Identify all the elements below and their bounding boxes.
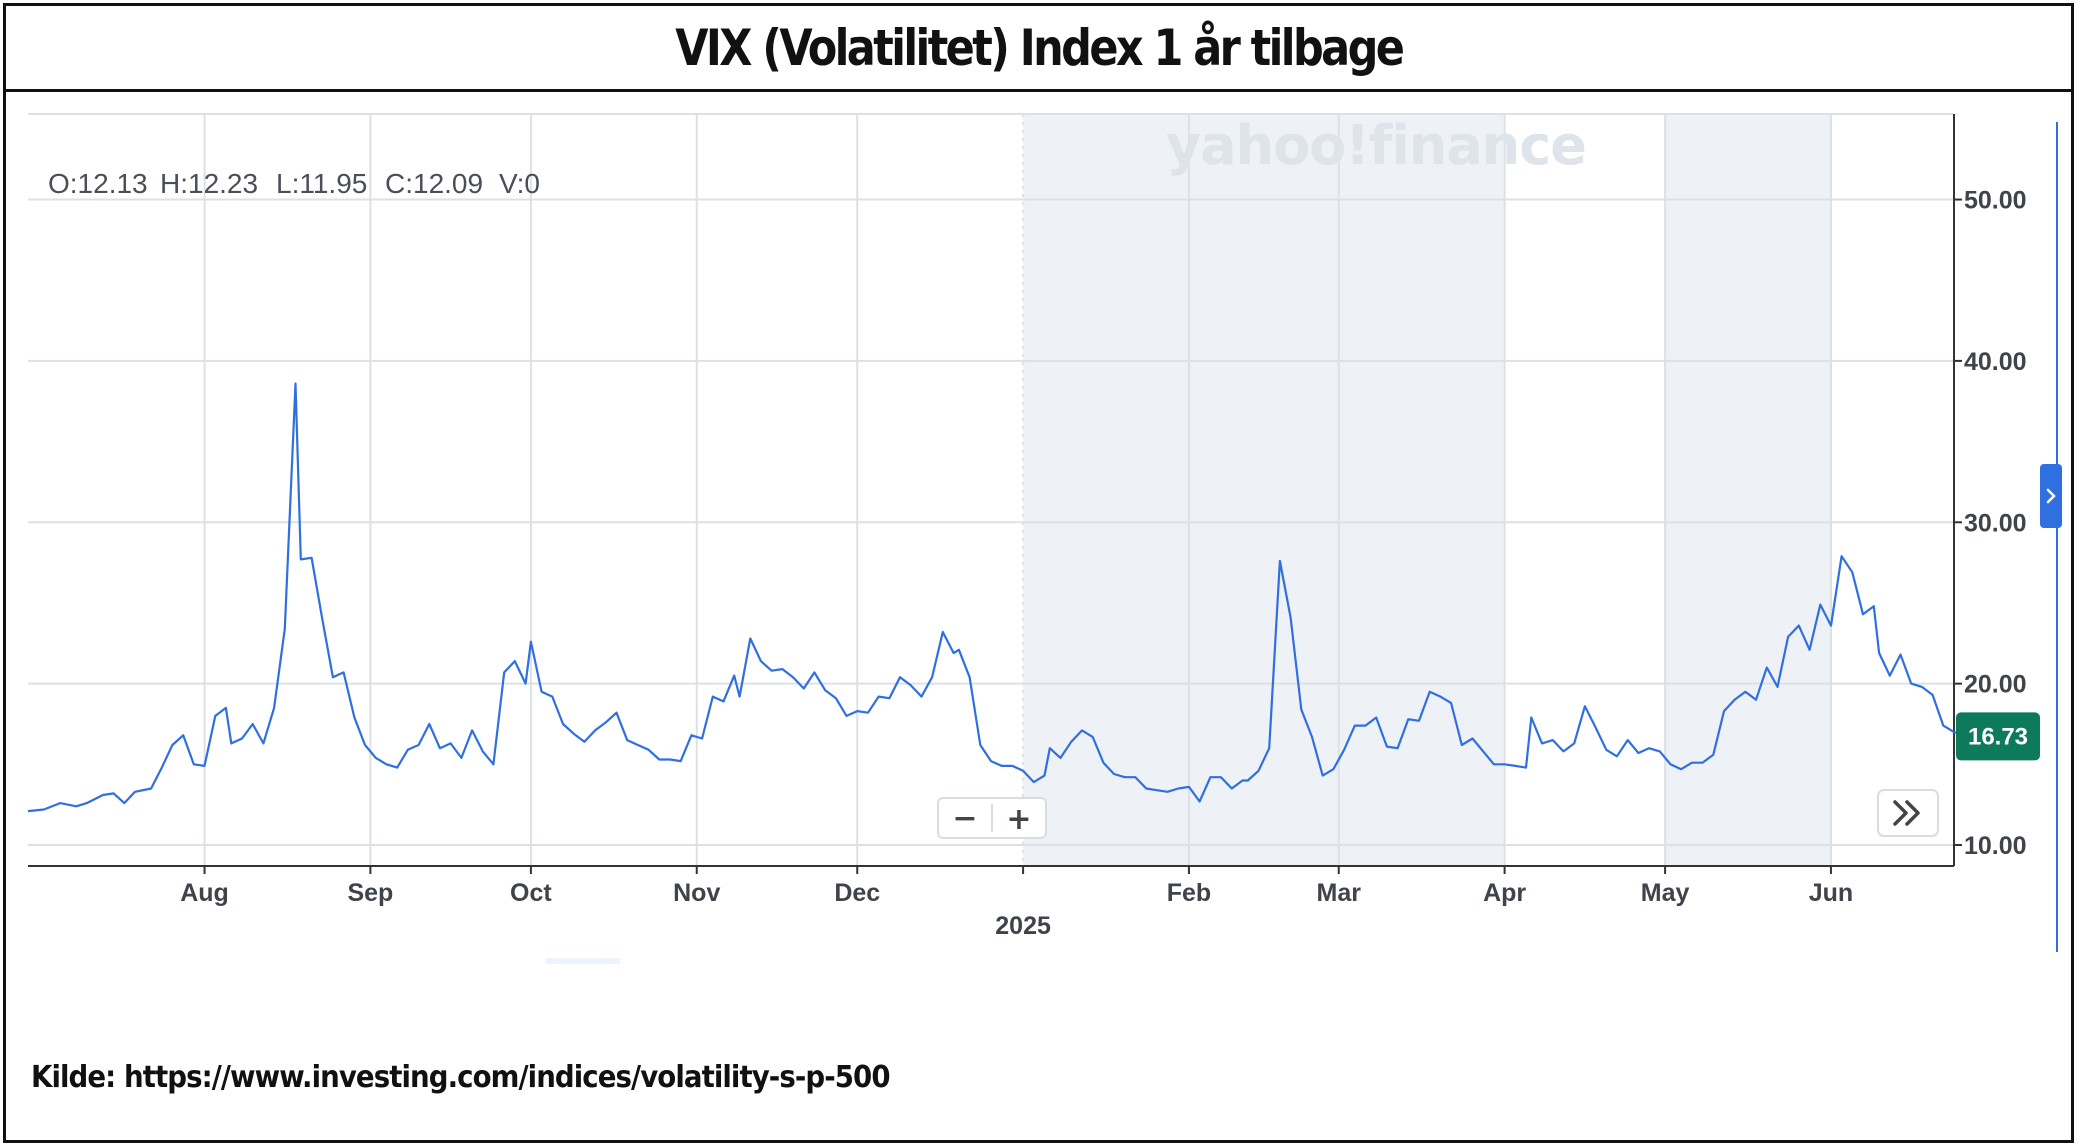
zoom-out-button[interactable]: − xyxy=(952,801,977,836)
yahoo-finance-watermark: yahoo!finance xyxy=(1166,114,1586,177)
shaded-period-1 xyxy=(1665,114,1831,866)
double-chevron-right-icon xyxy=(1893,800,1920,826)
x-tick-label-5: 2025 xyxy=(995,912,1051,940)
chevron-right-icon xyxy=(2046,488,2056,504)
source-citation: Kilde: https://www.investing.com/indices… xyxy=(31,1060,891,1095)
shaded-period-0 xyxy=(1023,114,1505,866)
ohlc-high: H:12.23 xyxy=(160,168,258,199)
x-tick-label-6: Feb xyxy=(1167,879,1211,907)
x-tick-label-10: Jun xyxy=(1809,879,1853,907)
last-value-label: 16.73 xyxy=(1968,723,2028,750)
scroll-indicator xyxy=(546,958,620,964)
grid-lines xyxy=(28,113,1954,866)
last-value-badge: 16.73 xyxy=(1956,712,2040,761)
x-tick-label-0: Aug xyxy=(180,879,229,907)
y-tick-label-4: 50.00 xyxy=(1964,187,2027,215)
chart-title: VIX (Volatilitet) Index 1 år tilbage xyxy=(674,18,1405,77)
zoom-in-button[interactable]: + xyxy=(1006,802,1031,837)
ohlc-volume: V:0 xyxy=(499,168,540,199)
x-tick-label-9: May xyxy=(1641,879,1690,907)
side-panel-tab[interactable] xyxy=(2040,464,2062,528)
axes xyxy=(28,114,1955,867)
y-axis-ticks: 10.00 20.00 30.00 40.00 50.00 xyxy=(1954,187,2027,860)
vix-series-line xyxy=(27,382,1971,813)
x-tick-label-2: Oct xyxy=(510,879,552,907)
title-bar: VIX (Volatilitet) Index 1 år tilbage xyxy=(6,6,2071,92)
x-axis-ticks: Aug Sep Oct Nov Dec 2025 Feb Mar Apr May Jun xyxy=(180,866,1853,940)
y-tick-label-1: 20.00 xyxy=(1964,671,2027,699)
ohlc-open: O:12.13 xyxy=(48,168,148,199)
x-tick-label-1: Sep xyxy=(347,879,393,907)
ohlc-readout: O:12.13 H:12.23 L:11.95 C:12.09 V:0 xyxy=(48,168,540,199)
y-tick-label-3: 40.00 xyxy=(1964,348,2027,376)
y-tick-label-2: 30.00 xyxy=(1964,509,2027,537)
chart-frame: VIX (Volatilitet) Index 1 år tilbage yah… xyxy=(3,3,2074,1143)
x-tick-label-4: Dec xyxy=(834,879,880,907)
x-tick-label-8: Apr xyxy=(1483,879,1526,907)
price-chart[interactable]: yahoo!finance O:12.13 H:12.23 L:11.95 C:… xyxy=(6,92,2077,972)
ohlc-close: C:12.09 xyxy=(385,168,483,199)
ohlc-low: L:11.95 xyxy=(276,168,367,199)
shaded-periods xyxy=(1023,114,1831,866)
x-tick-label-3: Nov xyxy=(673,879,720,907)
chart-area[interactable]: yahoo!finance O:12.13 H:12.23 L:11.95 C:… xyxy=(6,92,2077,972)
x-tick-label-7: Mar xyxy=(1317,879,1362,907)
zoom-controls[interactable]: − + xyxy=(937,797,1047,839)
y-tick-label-0: 10.00 xyxy=(1964,832,2027,860)
expand-button[interactable] xyxy=(1877,789,1939,837)
